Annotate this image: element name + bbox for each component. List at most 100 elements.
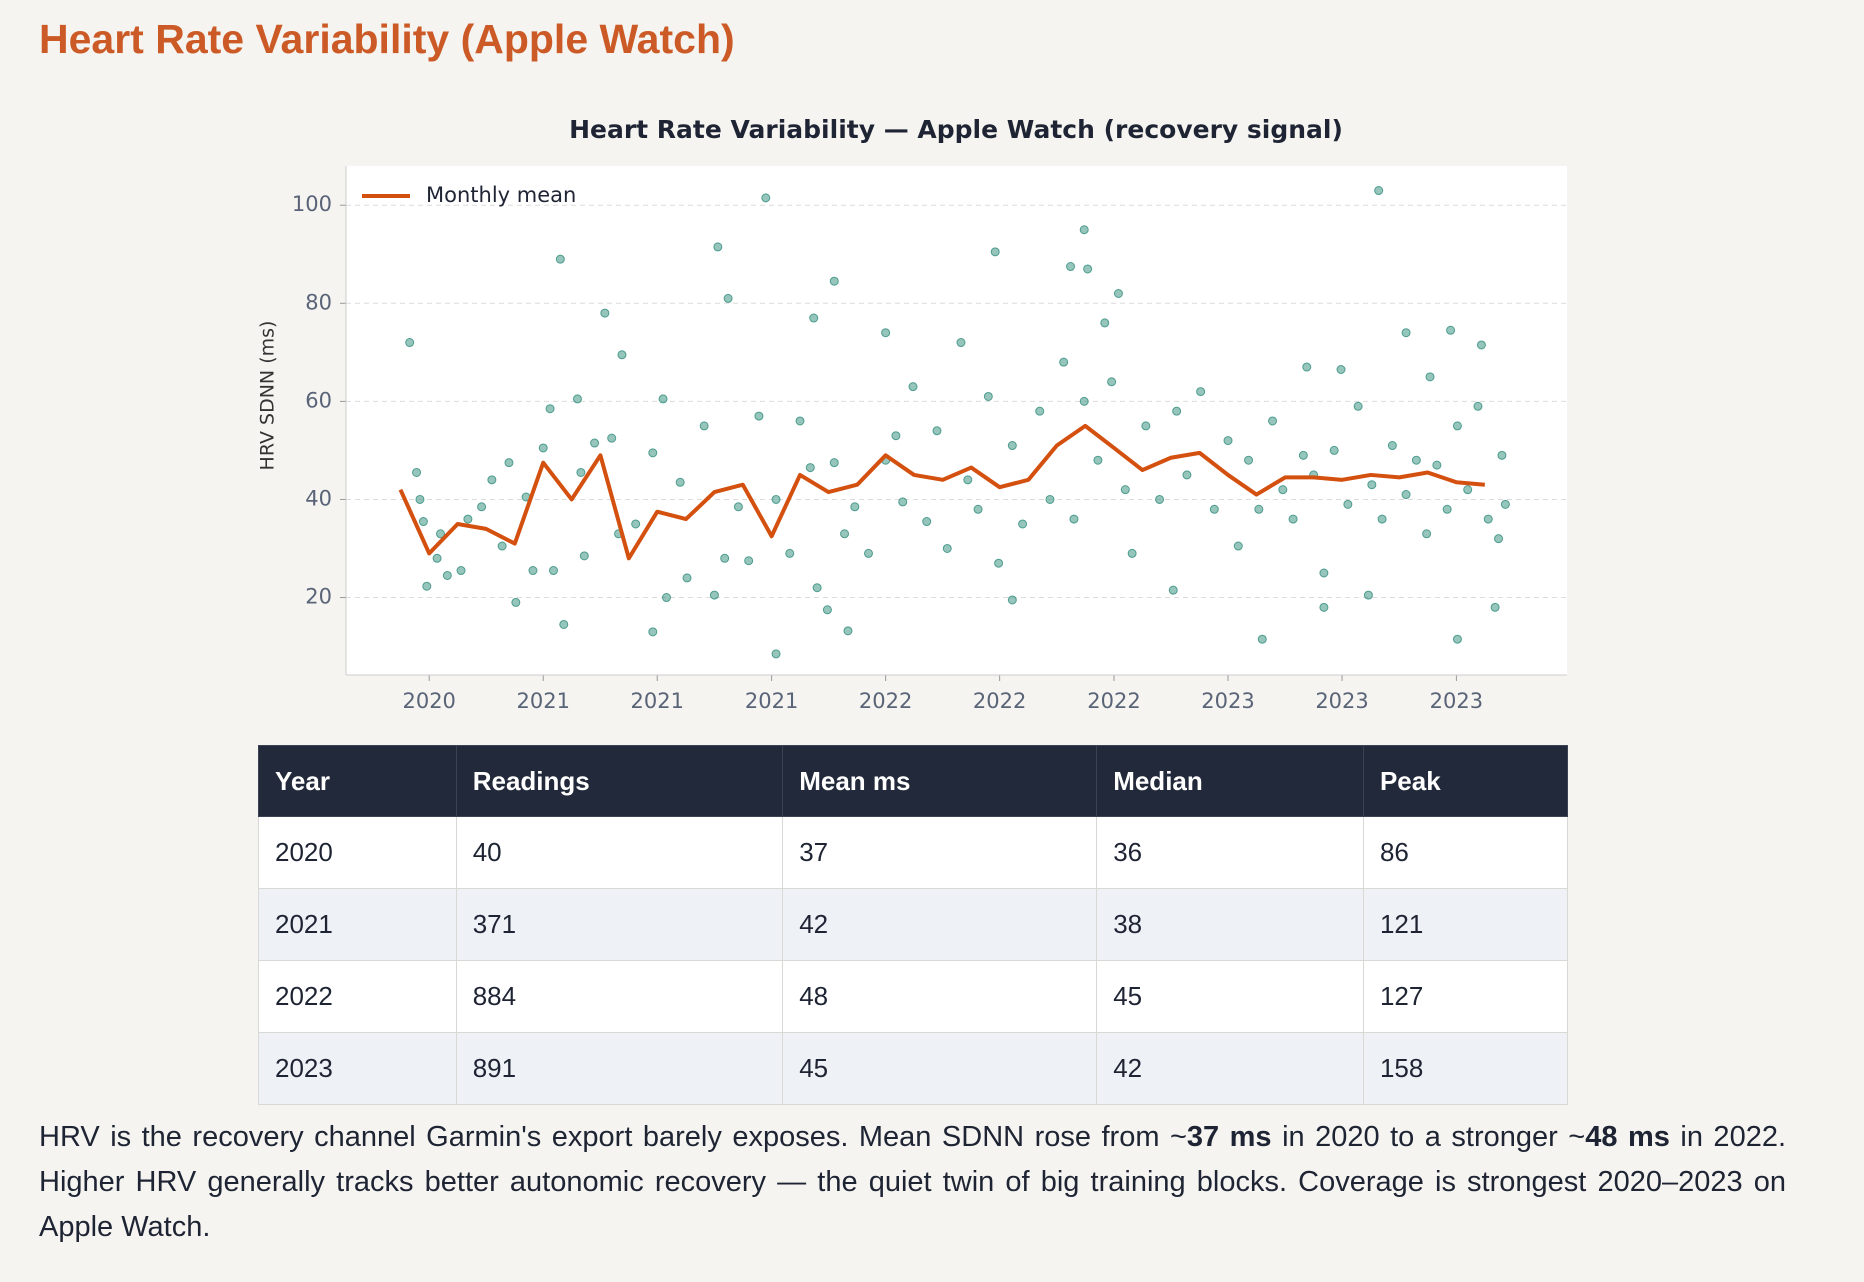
data-point [1196,387,1206,397]
data-point [1172,406,1182,416]
data-point [1059,357,1069,367]
data-point [572,394,582,404]
data-point [771,494,781,504]
data-point [809,313,819,323]
data-point [1476,340,1486,350]
data-point [1452,421,1462,431]
data-point [805,463,815,473]
data-point [840,529,850,539]
data-point [850,502,860,512]
data-point [1377,514,1387,524]
table-cell: 36 [1096,816,1364,889]
data-point [661,593,671,603]
data-point [1387,441,1397,451]
text-run: in 2020 to a stronger ~ [1271,1121,1586,1153]
x-tick-label: 2022 [1087,689,1140,713]
x-tick-label: 2023 [1201,689,1254,713]
data-point [956,338,966,348]
data-point [1083,264,1093,274]
data-point [942,543,952,553]
data-point [829,276,839,286]
data-point [1319,568,1329,578]
data-point [1374,186,1384,196]
data-point [983,391,993,401]
data-point [1473,401,1483,411]
data-point [1401,490,1411,500]
data-point [963,475,973,485]
data-point [785,548,795,558]
data-point [631,519,641,529]
data-point [1155,494,1165,504]
y-tick-label: 100 [292,192,332,216]
table-cell: 2023 [258,1032,457,1105]
table-row: 2022 884 48 45 127 [258,960,1569,1033]
data-point [1093,455,1103,465]
data-point [1120,485,1130,495]
column-header: Readings [455,745,784,817]
data-point [1442,504,1452,514]
column-header: Median [1096,745,1364,817]
data-point [1254,504,1264,514]
data-point [1066,262,1076,272]
table-cell: 45 [782,1032,1098,1105]
table-cell: 371 [455,888,784,961]
data-point [723,293,733,303]
data-point [528,566,538,576]
legend-label: Monthly mean [426,183,576,207]
data-point [617,350,627,360]
table-cell: 2022 [258,960,457,1033]
data-point [843,626,853,636]
data-point [1298,450,1308,460]
data-point [1483,514,1493,524]
data-point [1302,362,1312,372]
data-point [754,411,764,421]
data-point [973,504,983,514]
data-point [538,443,548,453]
data-point [590,438,600,448]
y-tick-label: 80 [305,290,332,314]
column-header: Mean ms [782,745,1098,817]
table-cell: 42 [1096,1032,1364,1105]
data-point [994,558,1004,568]
data-point [1278,485,1288,495]
data-point [600,308,610,318]
data-point [1463,485,1473,495]
data-point [908,382,918,392]
data-point [1353,401,1363,411]
x-tick-label: 2023 [1430,689,1483,713]
data-point [699,421,709,431]
data-point [477,502,487,512]
table-cell: 127 [1362,960,1569,1033]
data-point [1079,396,1089,406]
data-point [709,590,719,600]
data-point [405,338,415,348]
data-point [1497,450,1507,460]
table-row: 2023 891 45 42 158 [258,1032,1569,1105]
data-point [1079,225,1089,235]
y-tick-label: 20 [305,585,332,609]
data-point [891,431,901,441]
data-point [418,517,428,527]
data-point [658,394,668,404]
table-row: 2020 40 37 36 86 [258,816,1569,889]
data-point [1411,455,1421,465]
data-point [1494,534,1504,544]
data-point [579,551,589,561]
table-cell: 2021 [258,888,457,961]
data-point [1233,541,1243,551]
text-run: 37 ms [1186,1121,1272,1153]
text-run: in 2022. Higher HRV generally tracks bet… [39,1121,1787,1243]
data-point [1367,480,1377,490]
data-point [436,529,446,539]
data-point [415,494,425,504]
data-point [648,448,658,458]
summary-text: HRV is the recovery channel Garmin's exp… [39,1115,1786,1250]
data-point [442,570,452,580]
x-tick-label: 2021 [516,689,569,713]
data-point [559,619,569,629]
data-point [744,556,754,566]
chart-title: Heart Rate Variability — Apple Watch (re… [569,115,1343,144]
data-point [555,254,565,264]
page-title: Heart Rate Variability (Apple Watch) [39,16,735,62]
